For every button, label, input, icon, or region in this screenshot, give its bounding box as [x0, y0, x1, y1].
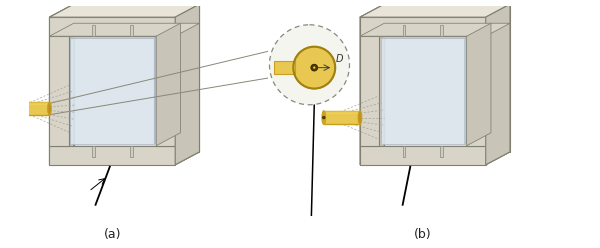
Polygon shape — [467, 23, 491, 146]
Polygon shape — [49, 4, 74, 165]
Polygon shape — [384, 4, 510, 152]
Polygon shape — [360, 17, 486, 36]
Circle shape — [12, 107, 14, 110]
Polygon shape — [74, 4, 199, 152]
Polygon shape — [403, 146, 406, 157]
Polygon shape — [49, 152, 199, 165]
Circle shape — [322, 116, 325, 119]
Polygon shape — [381, 38, 465, 144]
Polygon shape — [360, 4, 510, 17]
Polygon shape — [70, 32, 166, 38]
Polygon shape — [49, 4, 199, 17]
Polygon shape — [49, 17, 175, 36]
Polygon shape — [486, 4, 510, 165]
Circle shape — [269, 25, 349, 105]
Polygon shape — [175, 4, 199, 165]
Ellipse shape — [11, 102, 15, 115]
Polygon shape — [13, 102, 49, 115]
Text: (b): (b) — [414, 228, 431, 241]
Polygon shape — [360, 4, 510, 17]
Polygon shape — [360, 152, 510, 165]
Polygon shape — [156, 23, 181, 146]
Polygon shape — [360, 146, 486, 165]
Polygon shape — [467, 36, 486, 146]
Polygon shape — [156, 36, 175, 146]
Polygon shape — [175, 4, 199, 165]
Polygon shape — [486, 4, 510, 165]
Polygon shape — [360, 36, 379, 146]
Polygon shape — [49, 23, 199, 36]
Polygon shape — [324, 111, 360, 114]
Text: D: D — [336, 54, 344, 64]
Ellipse shape — [47, 102, 52, 115]
Polygon shape — [403, 25, 406, 36]
Text: (a): (a) — [104, 228, 121, 241]
Circle shape — [313, 66, 316, 69]
Circle shape — [293, 47, 335, 89]
Polygon shape — [92, 146, 95, 157]
Polygon shape — [360, 23, 510, 36]
Polygon shape — [92, 25, 95, 36]
Polygon shape — [154, 32, 166, 144]
Polygon shape — [130, 146, 133, 157]
Polygon shape — [440, 146, 443, 157]
Polygon shape — [49, 4, 199, 17]
Ellipse shape — [358, 111, 362, 124]
Polygon shape — [70, 38, 154, 144]
Polygon shape — [465, 32, 476, 144]
Polygon shape — [360, 4, 384, 165]
Polygon shape — [274, 61, 295, 74]
Polygon shape — [130, 25, 133, 36]
Polygon shape — [440, 25, 443, 36]
Polygon shape — [381, 32, 476, 38]
Polygon shape — [49, 36, 68, 146]
Circle shape — [311, 64, 317, 71]
Polygon shape — [324, 111, 360, 124]
Ellipse shape — [322, 111, 325, 124]
Polygon shape — [13, 102, 49, 105]
Polygon shape — [49, 146, 175, 165]
